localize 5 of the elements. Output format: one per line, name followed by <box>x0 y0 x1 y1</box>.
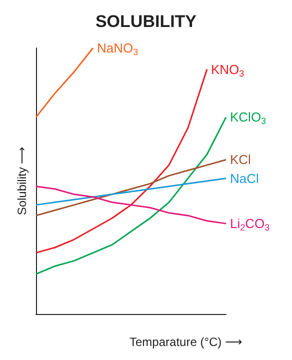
series-label: NaCl <box>230 170 260 186</box>
y-axis-title: Solubility ⟶ <box>15 146 29 216</box>
x-axis-title: Temparature (°C) ⟶ <box>130 335 242 349</box>
series-label: KCl <box>230 152 252 168</box>
chart-title: SOLUBILITY <box>95 12 198 31</box>
